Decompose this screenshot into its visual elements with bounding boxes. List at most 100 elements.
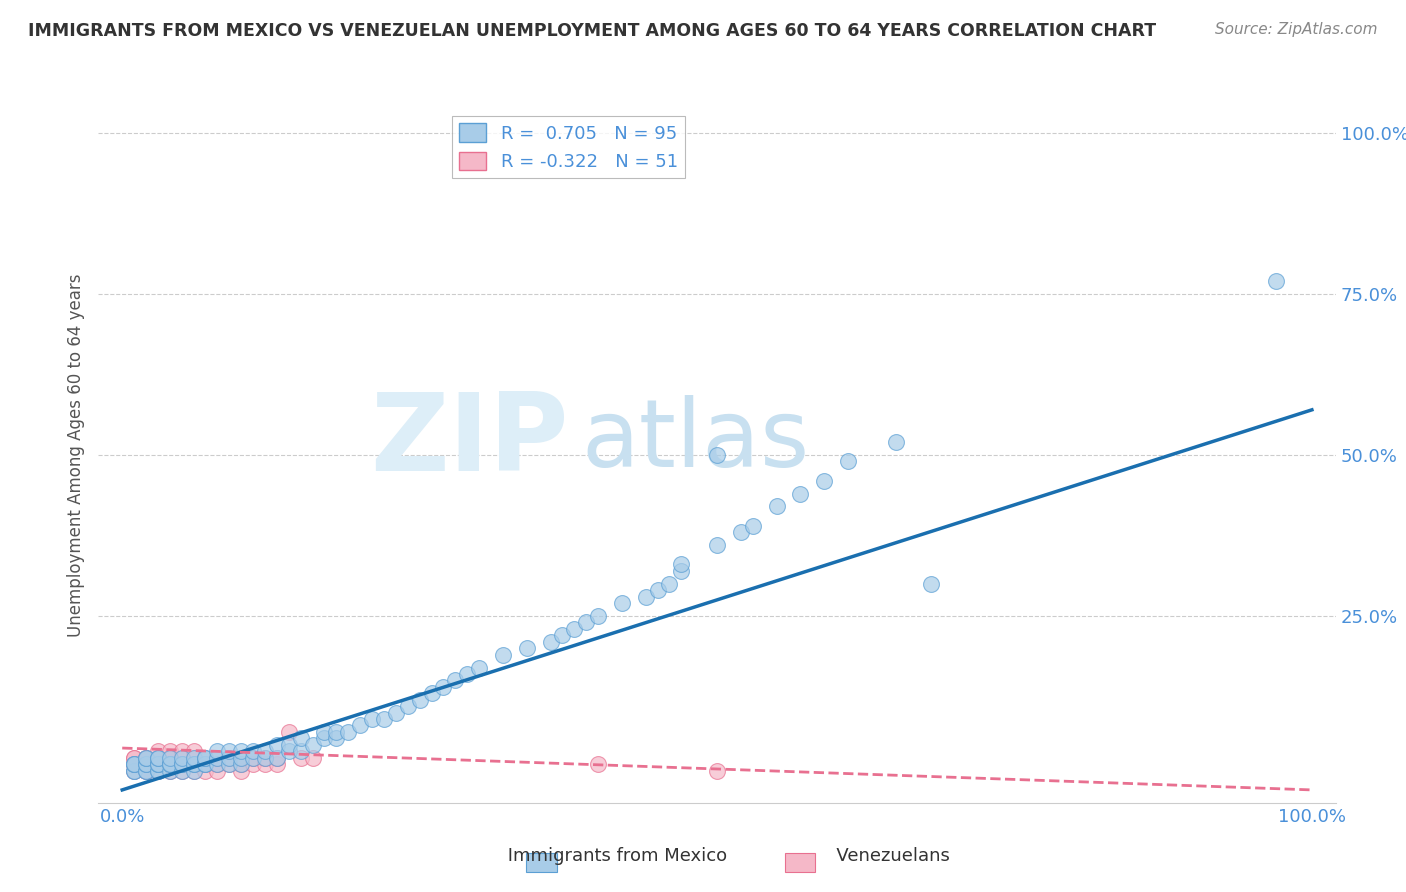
Point (266, 750, 288, 764)
Point (135, 757, 157, 772)
Point (159, 757, 181, 772)
Point (456, 667, 478, 681)
Point (135, 750, 157, 764)
Point (146, 750, 169, 764)
Y-axis label: Unemployment Among Ages 60 to 64 years: Unemployment Among Ages 60 to 64 years (66, 273, 84, 637)
Point (444, 673, 467, 688)
Point (159, 744, 181, 758)
Point (170, 757, 193, 772)
Text: Immigrants from Mexico                   Venezuelans: Immigrants from Mexico Venezuelans (456, 847, 950, 865)
Point (146, 744, 169, 758)
Point (813, 474, 835, 488)
Point (135, 750, 157, 764)
Point (135, 764, 157, 778)
Point (325, 725, 347, 739)
Point (231, 744, 253, 758)
Point (207, 750, 229, 764)
Point (122, 757, 145, 772)
Point (765, 500, 787, 514)
Point (610, 596, 633, 610)
Point (706, 764, 728, 778)
Point (159, 757, 181, 772)
Point (183, 757, 205, 772)
Point (290, 750, 312, 764)
Point (231, 750, 253, 764)
Point (385, 706, 408, 720)
Point (253, 744, 276, 758)
Point (231, 764, 253, 778)
Point (135, 757, 157, 772)
Point (159, 764, 181, 778)
Point (634, 590, 657, 604)
Point (325, 731, 347, 746)
Point (920, 576, 942, 591)
Point (122, 757, 145, 772)
Point (159, 757, 181, 772)
Point (207, 764, 229, 778)
Point (231, 757, 253, 772)
Point (170, 750, 193, 764)
Point (231, 757, 253, 772)
Point (170, 757, 193, 772)
Point (183, 764, 205, 778)
Point (207, 757, 229, 772)
Point (135, 750, 157, 764)
Point (671, 558, 693, 572)
Point (540, 634, 562, 648)
Point (146, 757, 169, 772)
Point (207, 744, 229, 758)
Point (492, 648, 515, 662)
Point (122, 757, 145, 772)
Point (266, 757, 288, 772)
Point (516, 641, 538, 656)
Point (183, 750, 205, 764)
Point (183, 764, 205, 778)
Point (432, 680, 454, 694)
Point (135, 764, 157, 778)
Point (586, 757, 609, 772)
Point (159, 757, 181, 772)
Point (218, 757, 240, 772)
Point (146, 757, 169, 772)
Point (396, 699, 419, 714)
Point (146, 757, 169, 772)
Point (218, 757, 240, 772)
Point (242, 744, 264, 758)
Point (183, 757, 205, 772)
Point (253, 750, 276, 764)
Point (706, 538, 728, 552)
Point (551, 628, 574, 642)
Point (135, 757, 157, 772)
Point (301, 738, 323, 752)
Point (135, 750, 157, 764)
Point (420, 686, 443, 700)
Point (266, 738, 288, 752)
Point (290, 731, 312, 746)
Point (242, 750, 264, 764)
Point (146, 764, 169, 778)
Point (468, 660, 491, 674)
Point (122, 764, 145, 778)
Point (170, 750, 193, 764)
Point (159, 750, 181, 764)
Point (314, 725, 336, 739)
Point (170, 764, 193, 778)
Point (207, 750, 229, 764)
Point (146, 750, 169, 764)
Point (586, 609, 609, 624)
Point (170, 757, 193, 772)
Point (194, 757, 217, 772)
Point (277, 725, 299, 739)
Point (122, 757, 145, 772)
Point (277, 738, 299, 752)
Point (183, 750, 205, 764)
Point (135, 757, 157, 772)
Point (159, 750, 181, 764)
Point (837, 454, 859, 468)
Point (242, 757, 264, 772)
Point (194, 750, 217, 764)
Point (218, 744, 240, 758)
Point (253, 757, 276, 772)
Point (194, 750, 217, 764)
Point (146, 757, 169, 772)
